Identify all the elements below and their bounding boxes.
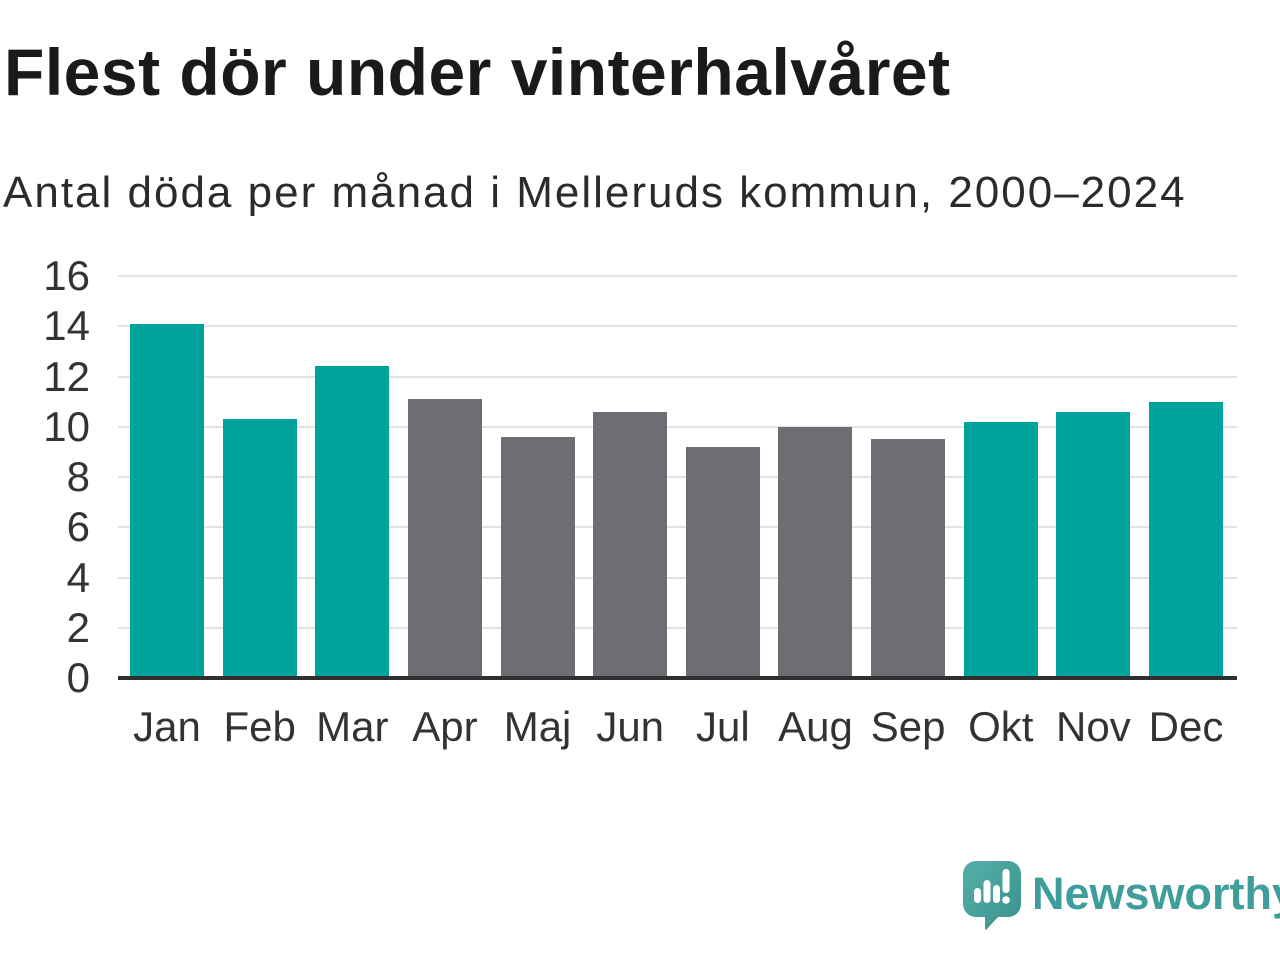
x-tick-label-jul: Jul <box>695 703 750 750</box>
x-tick-label-apr: Apr <box>412 703 478 750</box>
y-tick-label-14: 14 <box>43 302 90 350</box>
y-tick-label-8: 8 <box>66 453 90 500</box>
gridline-y-12 <box>118 375 1237 378</box>
x-tick-label-mar: Mar <box>316 703 389 750</box>
gridline-y-2 <box>118 626 1237 629</box>
y-tick-label-12: 12 <box>43 352 90 400</box>
x-tick-label-jun: Jun <box>596 703 665 750</box>
plot-area: 0 2 4 6 8 10 12 14 16 Jan Feb Mar Apr Maj Jun Jul Aug Sep… <box>43 255 1237 748</box>
gridline-y-14 <box>118 325 1237 328</box>
gridline-y-8 <box>118 476 1237 478</box>
bar-aug <box>778 426 853 678</box>
bar-nov <box>1056 411 1131 678</box>
gridline-y-16 <box>118 275 1237 277</box>
newsworthy-speech-bubble-bar-chart-icon <box>963 861 1021 930</box>
y-tick-label-4: 4 <box>66 553 90 601</box>
bar-apr <box>407 399 482 678</box>
x-tick-label-jan: Jan <box>133 703 201 750</box>
gridline-y-6 <box>118 526 1237 529</box>
bar-okt <box>963 421 1038 678</box>
y-tick-label-0: 0 <box>66 654 90 701</box>
chart-title: Flest dör under vinterhalvåret <box>4 35 951 109</box>
bar-jul <box>685 446 760 678</box>
newsworthy-logo: Newsworthy <box>962 858 1280 934</box>
bar-sep <box>871 439 946 678</box>
x-tick-label-sep: Sep <box>870 703 946 750</box>
x-tick-label-okt: Okt <box>968 703 1034 750</box>
bar-mar <box>315 366 390 678</box>
y-tick-label-10: 10 <box>43 402 90 450</box>
bar-jan <box>130 323 204 678</box>
y-tick-label-6: 6 <box>66 503 90 551</box>
x-tick-label-aug: Aug <box>778 703 853 750</box>
brand-name: Newsworthy <box>1032 868 1280 919</box>
bar-feb <box>222 419 297 678</box>
y-tick-label-16: 16 <box>43 252 90 299</box>
chart-subtitle: Antal döda per månad i Melleruds kommun,… <box>3 168 1187 217</box>
x-tick-label-maj: Maj <box>503 703 572 750</box>
bar-jun <box>593 411 668 678</box>
x-axis-baseline <box>118 676 1237 680</box>
y-tick-label-2: 2 <box>66 603 90 651</box>
gridline-y-10 <box>118 425 1237 428</box>
gridline-y-4 <box>118 576 1237 579</box>
bar-maj <box>500 436 575 678</box>
x-tick-label-dec: Dec <box>1148 703 1224 750</box>
x-tick-label-feb: Feb <box>223 703 296 750</box>
bar-dec <box>1149 401 1224 678</box>
x-tick-label-nov: Nov <box>1056 703 1131 750</box>
